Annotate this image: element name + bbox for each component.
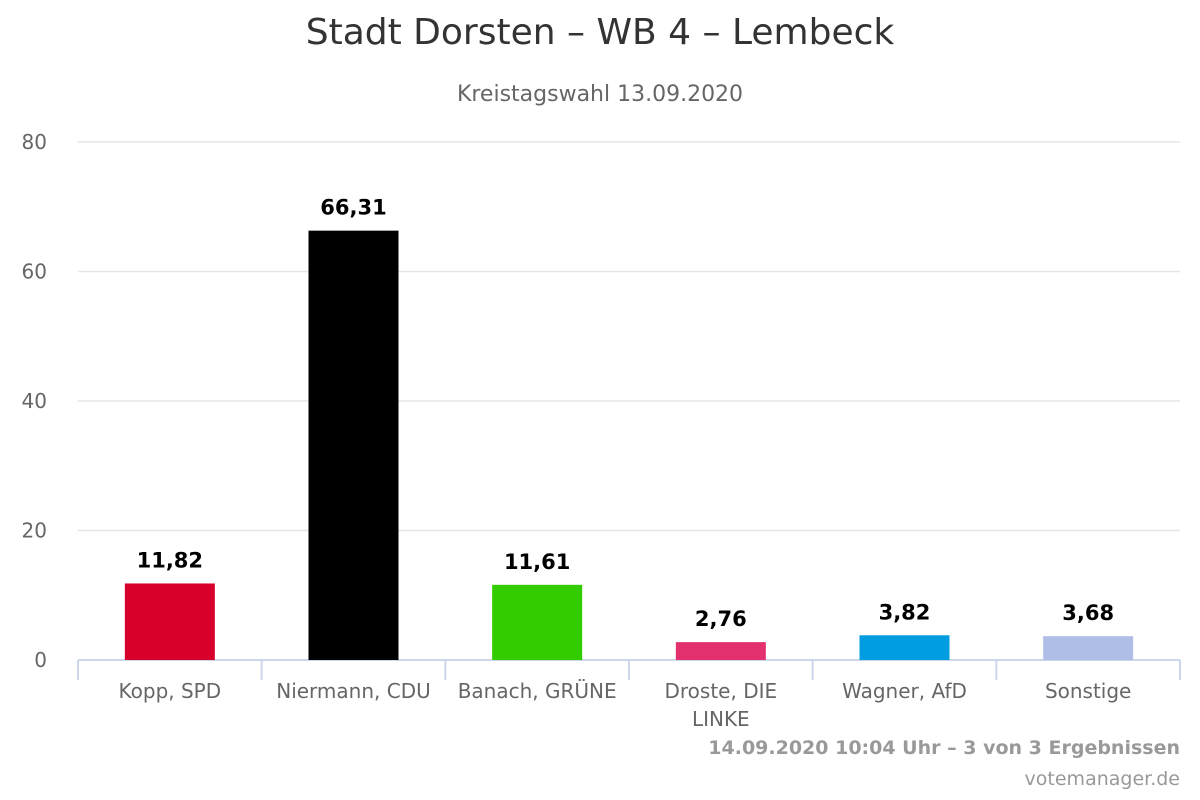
x-tick-label-line: Kopp, SPD	[119, 679, 222, 703]
x-tick-label-line: LINKE	[692, 707, 750, 731]
data-label: 66,31	[320, 196, 386, 220]
x-tick-label: Droste, DIE LINKE	[665, 679, 778, 731]
bar	[492, 584, 583, 660]
x-tick-label: Banach, GRÜNE	[458, 679, 617, 703]
y-tick-label: 60	[22, 260, 47, 284]
x-tick-label-line: Niermann, CDU	[276, 679, 431, 703]
data-label: 3,82	[879, 600, 931, 624]
y-tick-label: 80	[22, 130, 47, 154]
bar	[859, 635, 950, 660]
data-label: 11,61	[504, 550, 570, 574]
data-label: 11,82	[137, 548, 203, 572]
x-tick-label-line: Wagner, AfD	[842, 679, 967, 703]
x-tick-label: Niermann, CDU	[276, 679, 431, 703]
bar	[308, 230, 399, 660]
y-tick-label: 0	[34, 648, 47, 672]
x-tick-label: Kopp, SPD	[119, 679, 222, 703]
data-label: 2,76	[695, 607, 747, 631]
bar	[1043, 636, 1134, 660]
bar	[124, 583, 215, 660]
x-tick-label: Wagner, AfD	[842, 679, 967, 703]
x-tick-label: Sonstige	[1045, 679, 1131, 703]
bar	[675, 642, 766, 660]
x-tick-label-line: Banach, GRÜNE	[458, 679, 617, 703]
y-tick-label: 20	[22, 519, 47, 543]
results-timestamp: 14.09.2020 10:04 Uhr – 3 von 3 Ergebniss…	[708, 737, 1180, 759]
credits-link[interactable]: votemanager.de	[1024, 768, 1180, 790]
x-tick-label-line: Droste, DIE	[665, 679, 778, 703]
chart-title: Stadt Dorsten – WB 4 – Lembeck	[305, 12, 895, 53]
x-tick-label-line: Sonstige	[1045, 679, 1131, 703]
y-tick-label: 40	[22, 389, 47, 413]
data-label: 3,68	[1062, 601, 1114, 625]
chart-subtitle: Kreistagswahl 13.09.2020	[456, 82, 744, 107]
